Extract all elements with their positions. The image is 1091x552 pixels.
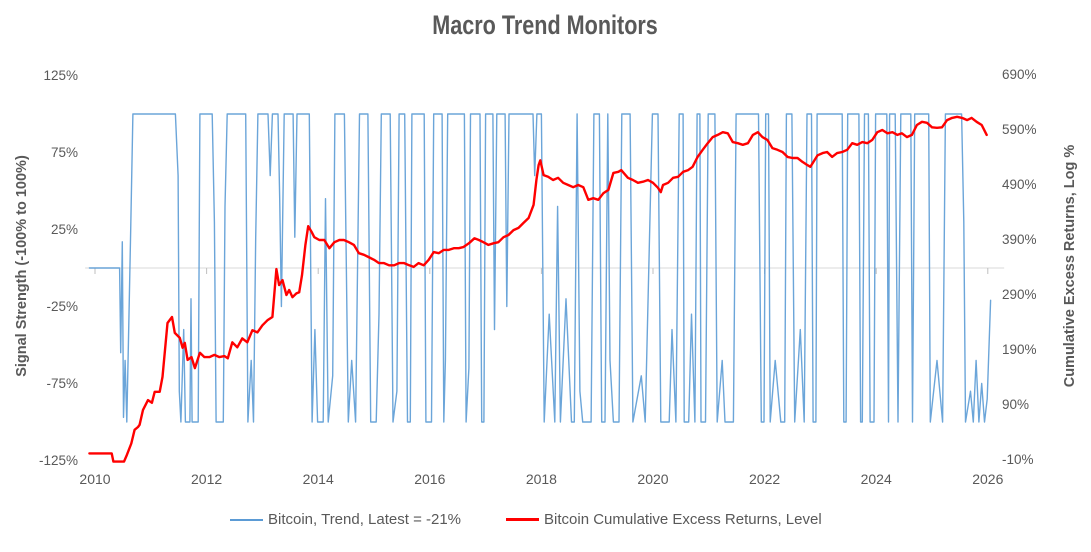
right-axis-tick-label: 290%: [1002, 287, 1037, 302]
right-axis-tick-label: 490%: [1002, 177, 1037, 192]
right-axis-tick-label: 90%: [1002, 397, 1030, 412]
legend-label: Bitcoin Cumulative Excess Returns, Level: [544, 511, 822, 528]
right-axis-tick-label: 590%: [1002, 122, 1037, 137]
x-axis-tick-label: 2024: [860, 471, 892, 487]
legend-label: Bitcoin, Trend, Latest = -21%: [268, 511, 462, 528]
chart-title: Macro Trend Monitors: [432, 10, 659, 40]
left-axis-tick-label: 25%: [50, 221, 78, 237]
x-axis-tick-label: 2018: [525, 471, 557, 487]
right-axis-tick-label: -10%: [1002, 452, 1034, 467]
legend-marker-line: [230, 518, 263, 521]
x-axis-tick-label: 2016: [414, 471, 446, 487]
x-axis-tick-label: 2026: [972, 471, 1004, 487]
left-axis-tick-label: -125%: [38, 452, 78, 468]
left-axis-tick-label: -75%: [46, 375, 78, 391]
x-axis-tick-label: 2022: [749, 471, 781, 487]
left-axis-tick-label: 125%: [43, 67, 78, 83]
x-axis-tick-label: 2012: [191, 471, 223, 487]
legend-marker-line: [506, 518, 540, 521]
right-axis-tick-label: 390%: [1002, 232, 1037, 247]
series-line-trend: [88, 113, 992, 423]
x-axis-tick-label: 2014: [302, 471, 334, 487]
x-axis-tick-label: 2010: [79, 471, 111, 487]
series-line-cumulative-returns: [88, 115, 988, 463]
left-axis-tick-label: 75%: [50, 144, 78, 160]
legend-item-cumulative-returns: Bitcoin Cumulative Excess Returns, Level: [506, 511, 822, 528]
right-axis-tick-label: 190%: [1002, 342, 1037, 357]
x-axis-tick-label: 2020: [637, 471, 669, 487]
left-axis-tick-label: -25%: [46, 298, 78, 314]
legend-item-trend: Bitcoin, Trend, Latest = -21%: [230, 511, 461, 528]
legend: Bitcoin, Trend, Latest = -21% Bitcoin Cum…: [230, 511, 822, 528]
right-axis-tick-label: 690%: [1002, 67, 1037, 82]
